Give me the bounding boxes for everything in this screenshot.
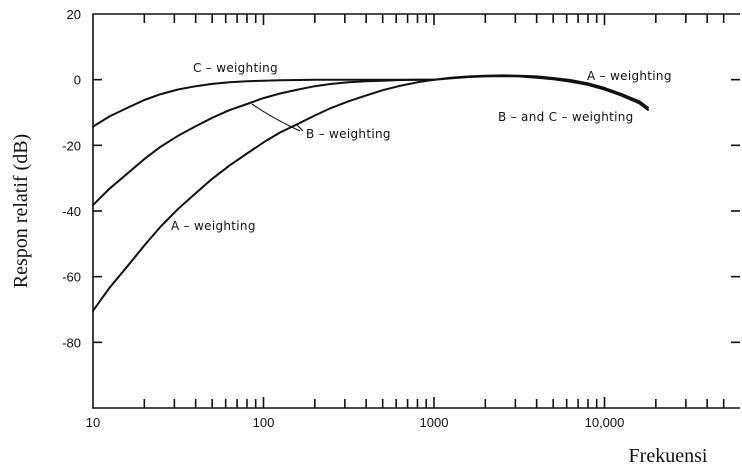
leader-b-weighting-upper	[251, 103, 301, 132]
leader-b-weighting-lower	[295, 123, 304, 132]
curve-c-weighting	[92, 78, 435, 128]
y-tick-label: -40	[62, 204, 81, 219]
y-tick-label: 0	[74, 73, 81, 88]
axis-ticks	[93, 14, 740, 408]
x-tick-label: 1000	[420, 415, 449, 430]
x-tick-label: 10,000	[585, 415, 625, 430]
annotation-a-weighting-low: A – weighting	[171, 219, 256, 233]
y-tick-label: -20	[62, 138, 81, 153]
x-axis-label: Frekuensi	[629, 445, 708, 467]
annotation-b-weighting: B – weighting	[306, 127, 391, 141]
x-tick-label: 10	[86, 415, 100, 430]
annotation-a-weighting-high: A – weighting	[587, 69, 672, 83]
curve-b-weighting	[92, 78, 435, 207]
annotation-leaders	[251, 103, 304, 132]
chart-text: Respon relatif (dB) Frekuensi C – weight…	[10, 7, 708, 467]
x-tick-label: 100	[253, 415, 275, 430]
y-tick-label: 20	[67, 7, 81, 22]
y-tick-label: -80	[62, 335, 81, 350]
annotation-c-weighting: C – weighting	[193, 61, 278, 75]
weighting-curves	[92, 74, 649, 312]
annotation-b-and-c-weighting: B – and C – weighting	[498, 110, 634, 124]
y-axis-label: Respon relatif (dB)	[10, 134, 32, 288]
curve-a-weighting	[92, 74, 649, 312]
y-tick-label: -60	[62, 270, 81, 285]
curve-b-and-c-weighting	[433, 75, 649, 111]
